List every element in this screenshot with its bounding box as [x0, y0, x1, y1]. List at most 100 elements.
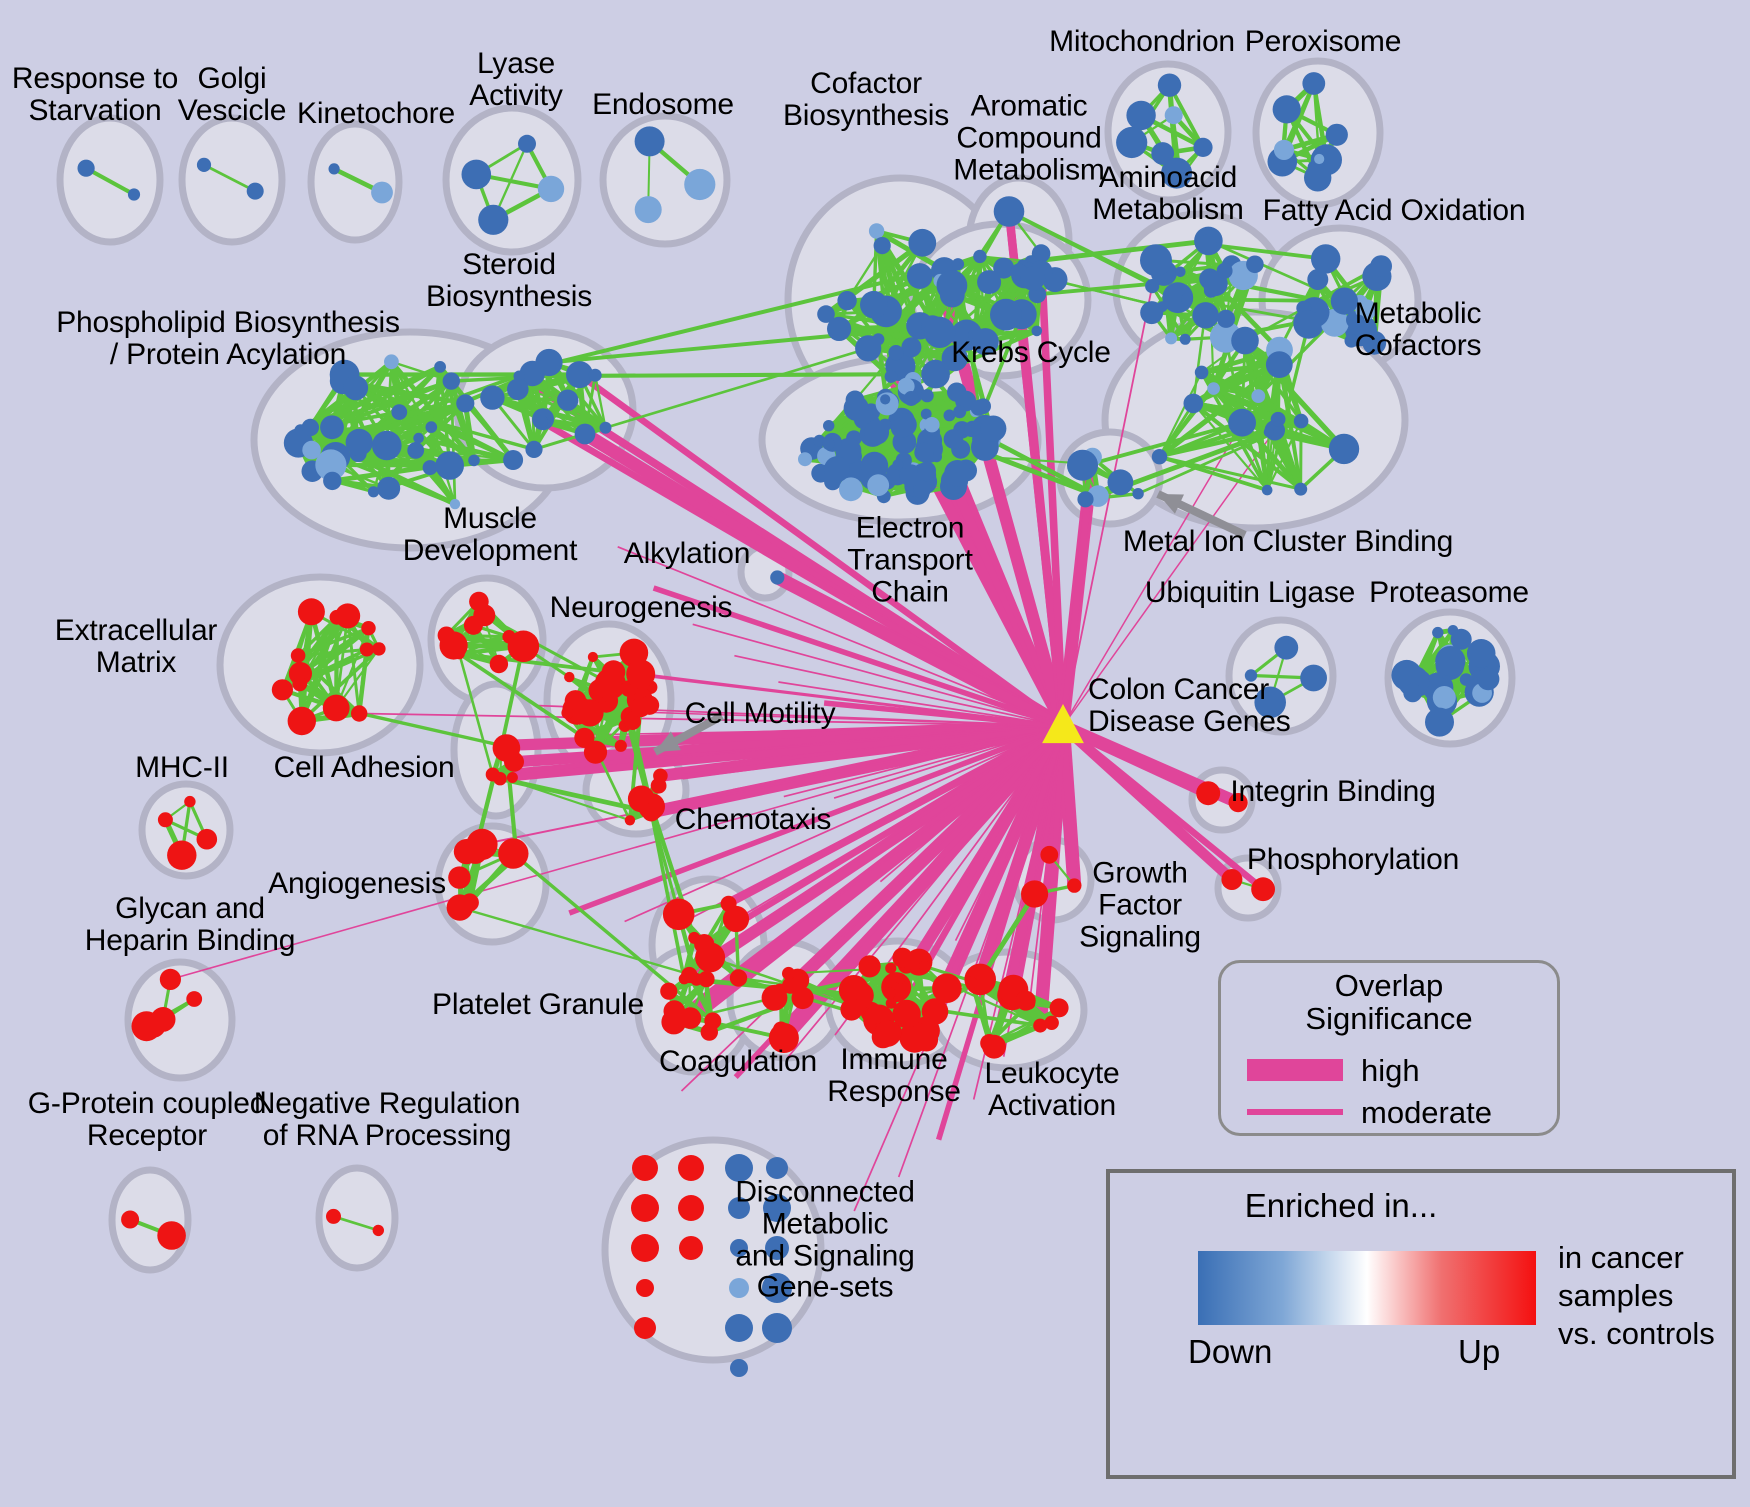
gene-set-node — [1228, 408, 1256, 437]
gene-set-node — [1067, 449, 1098, 481]
gene-set-node — [1251, 877, 1275, 902]
gene-set-node — [576, 699, 604, 727]
gene-set-node — [1265, 351, 1293, 378]
gene-set-node — [906, 263, 933, 289]
gene-set-node — [1228, 793, 1248, 813]
gene-set-node — [791, 986, 814, 1010]
gene-set-node — [372, 430, 402, 461]
gene-set-node — [663, 1000, 686, 1022]
edge-green — [390, 360, 452, 467]
gene-set-node — [838, 975, 869, 1005]
gene-set-node — [320, 415, 344, 440]
gene-set-node — [1274, 635, 1299, 660]
gene-set-node — [1194, 365, 1209, 380]
disconnected-gene-set-node — [636, 1279, 654, 1297]
gene-set-node — [557, 389, 579, 411]
edge-green-bridge — [458, 906, 708, 981]
legend-enriched-title: Enriched in... — [1244, 1187, 1438, 1224]
gene-set-node — [917, 461, 936, 480]
gene-set-node — [920, 389, 934, 403]
edge-green — [973, 253, 983, 338]
legend-high-swatch — [1247, 1059, 1343, 1081]
gene-set-node — [679, 1007, 702, 1029]
gene-set-node — [1311, 244, 1341, 274]
gene-set-node — [1221, 869, 1243, 890]
gene-set-node — [698, 970, 715, 988]
edge-green — [335, 627, 370, 710]
gene-set-node — [1196, 781, 1221, 806]
gene-set-node — [924, 417, 940, 433]
cluster-halo-glycan-heparin-binding — [124, 958, 236, 1082]
edge-green-bridge — [1089, 420, 1244, 466]
edge-pink-moderate — [617, 546, 1064, 727]
gene-set-node — [624, 815, 636, 826]
disconnected-gene-set-node — [730, 1239, 748, 1257]
gene-set-node — [186, 991, 203, 1007]
edge-green — [1199, 347, 1282, 375]
gene-set-node — [868, 223, 885, 239]
edge-green — [1167, 83, 1205, 150]
gene-set-node — [639, 695, 660, 715]
disconnected-gene-set-node — [728, 1197, 750, 1219]
edge-pink-moderate — [833, 725, 1064, 799]
edge-green — [438, 365, 452, 468]
edge-pink-moderate — [624, 725, 1064, 923]
gene-set-node — [824, 456, 850, 483]
gene-set-node — [990, 298, 1022, 331]
arrow-metal-ion-cluster-binding-head — [1158, 494, 1184, 514]
edge-green-bridge — [457, 651, 587, 740]
gene-set-node — [1344, 334, 1359, 348]
gene-set-node — [1161, 157, 1193, 189]
gene-set-node — [901, 337, 922, 358]
disconnected-gene-set-node — [678, 1195, 704, 1221]
gene-set-node — [704, 1012, 722, 1030]
gene-set-node — [489, 654, 509, 674]
legend-high-label: high — [1361, 1053, 1420, 1088]
gene-set-node — [377, 476, 401, 500]
gene-set-node — [503, 450, 524, 470]
edge-pink-moderate — [1045, 725, 1066, 966]
gene-set-node — [384, 354, 399, 370]
gene-set-node — [885, 962, 897, 974]
legend-moderate-label: moderate — [1361, 1095, 1492, 1130]
gene-set-node — [951, 258, 965, 271]
gene-set-node — [770, 570, 785, 585]
edge-pink-moderate — [897, 725, 1064, 1178]
gene-set-node — [782, 966, 796, 981]
edge-green — [332, 1215, 380, 1232]
cluster-halo-endosome — [599, 112, 731, 248]
gene-set-node — [822, 437, 835, 450]
gene-set-node — [684, 168, 716, 201]
gene-set-node — [535, 348, 563, 377]
gene-set-node — [1157, 73, 1182, 97]
gene-set-node — [1432, 626, 1444, 639]
gene-set-node — [315, 449, 347, 481]
gene-set-node — [466, 828, 498, 861]
gene-set-node — [287, 706, 316, 736]
gene-set-nodes — [77, 72, 1501, 1377]
gene-set-node — [413, 432, 424, 444]
gene-set-node — [660, 982, 678, 1000]
gene-set-node — [1216, 262, 1233, 279]
legend-enriched-note: in cancer samples vs. controls — [1558, 1240, 1715, 1351]
gene-set-node — [1231, 326, 1259, 355]
gene-set-node — [361, 621, 376, 636]
gene-set-node — [1435, 646, 1466, 677]
gene-set-node — [442, 372, 460, 390]
gene-set-node — [1362, 330, 1387, 355]
gene-set-node — [1140, 244, 1172, 277]
gene-set-node — [921, 359, 950, 389]
gene-set-node — [1181, 293, 1193, 306]
gene-set-node — [1477, 667, 1500, 691]
gene-set-node — [1352, 314, 1365, 327]
gene-set-node — [914, 442, 934, 463]
gene-set-node — [271, 679, 293, 701]
gene-set-node — [367, 486, 380, 498]
gene-set-node — [583, 740, 608, 764]
gene-set-node — [335, 603, 361, 629]
gene-set-node — [614, 739, 627, 752]
gene-set-node — [798, 452, 812, 467]
legend-down-label: Down — [1188, 1333, 1273, 1370]
